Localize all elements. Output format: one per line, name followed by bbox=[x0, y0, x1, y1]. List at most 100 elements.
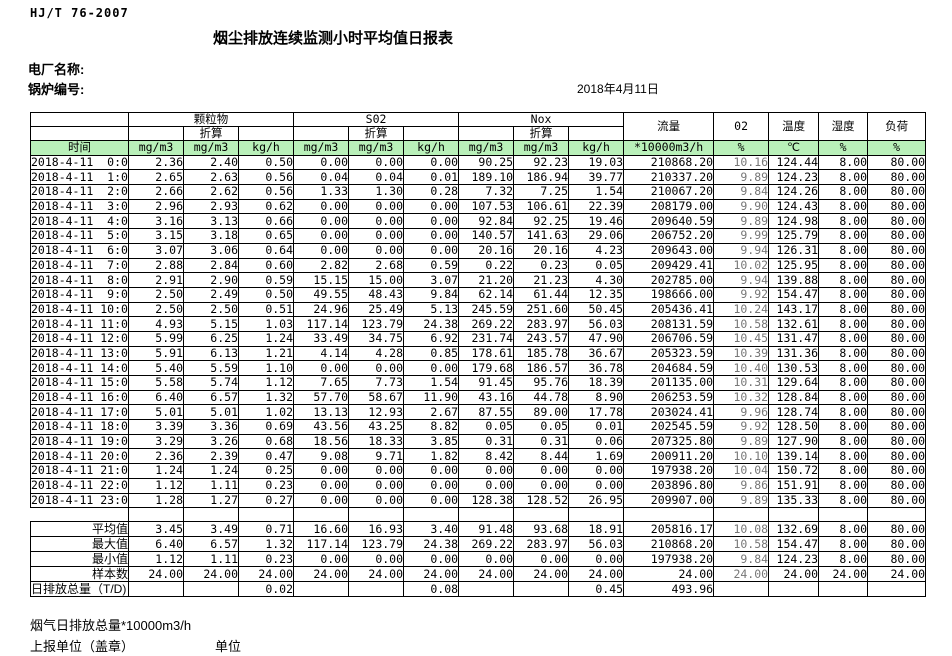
value-cell: 80.00 bbox=[867, 433, 927, 450]
value-cell: 3.15 bbox=[128, 228, 184, 244]
value-cell: 0.68 bbox=[237, 433, 295, 450]
value-cell bbox=[713, 581, 770, 598]
value-cell: 12.35 bbox=[568, 286, 625, 303]
value-cell bbox=[458, 581, 515, 598]
value-cell: 123.79 bbox=[348, 316, 405, 332]
value-cell: 0.27 bbox=[237, 492, 295, 509]
value-cell: 0.00 bbox=[568, 551, 625, 568]
time-col-spacer bbox=[30, 126, 129, 141]
value-cell: 10.10 bbox=[713, 448, 770, 465]
value-cell: 206706.59 bbox=[623, 330, 715, 347]
value-cell: 8.00 bbox=[818, 169, 869, 186]
value-cell: 243.57 bbox=[513, 330, 570, 347]
value-cell: 48.43 bbox=[348, 286, 405, 303]
value-cell: 0.31 bbox=[513, 433, 570, 450]
table-row: 2018-4-11 4:00 3.16 3.13 0.66 0.00 0.00 0.00 92… bbox=[30, 213, 927, 230]
boiler-no-label: 锅炉编号: bbox=[28, 82, 85, 97]
value-cell: 80.00 bbox=[867, 536, 927, 553]
table-row: 2018-4-11 14:00 5.40 5.59 1.10 0.00 0.00 0.00 1… bbox=[30, 360, 927, 376]
value-cell: 2.67 bbox=[403, 404, 460, 421]
spacer-cell bbox=[237, 507, 295, 522]
value-cell: 0.00 bbox=[403, 360, 460, 376]
unit-header: kg/h bbox=[237, 140, 295, 156]
value-cell: 8.00 bbox=[818, 477, 869, 494]
value-cell: 178.61 bbox=[458, 345, 515, 362]
value-cell: 22.39 bbox=[568, 198, 625, 215]
time-cell: 2018-4-11 10:00 bbox=[30, 301, 129, 318]
value-cell: 9.08 bbox=[293, 448, 350, 465]
separator-row bbox=[30, 507, 927, 522]
value-cell: 18.33 bbox=[348, 433, 405, 450]
value-cell: 0.00 bbox=[348, 463, 405, 479]
value-cell: 62.14 bbox=[458, 286, 515, 303]
value-cell: 189.10 bbox=[458, 169, 515, 186]
value-cell: 0.23 bbox=[237, 551, 295, 568]
table-row: 2018-4-11 21:00 1.24 1.24 0.25 0.00 0.00 0.00 0… bbox=[30, 463, 927, 479]
value-cell: 124.98 bbox=[768, 213, 820, 230]
spacer-cell bbox=[623, 507, 715, 522]
time-cell: 2018-4-11 7:00 bbox=[30, 257, 129, 274]
value-cell: 0.85 bbox=[403, 345, 460, 362]
value-cell: 283.97 bbox=[513, 536, 570, 553]
unit-label: 单位 bbox=[215, 639, 242, 654]
value-cell: 0.65 bbox=[237, 228, 295, 244]
spacer-cell bbox=[713, 507, 770, 522]
value-cell: 197938.20 bbox=[623, 551, 715, 568]
summary-label: 样本数 bbox=[30, 566, 129, 583]
time-cell: 2018-4-11 20:00 bbox=[30, 448, 129, 465]
value-cell: 44.78 bbox=[513, 389, 570, 406]
table-row: 2018-4-11 12:00 5.99 6.25 1.24 33.49 34.75 6.9… bbox=[30, 330, 927, 347]
value-cell: 89.00 bbox=[513, 404, 570, 421]
value-cell: 0.50 bbox=[237, 286, 295, 303]
value-cell: 8.42 bbox=[458, 448, 515, 465]
unit-header: % bbox=[713, 140, 770, 156]
spacer-cell bbox=[568, 507, 625, 522]
value-cell bbox=[768, 581, 820, 598]
value-cell: 200911.20 bbox=[623, 448, 715, 465]
value-cell: 8.00 bbox=[818, 463, 869, 479]
value-cell: 1.02 bbox=[237, 404, 295, 421]
value-cell: 231.74 bbox=[458, 330, 515, 347]
value-cell: 0.00 bbox=[293, 154, 350, 171]
time-cell: 2018-4-11 17:00 bbox=[30, 404, 129, 421]
column-header: 温度 bbox=[768, 112, 820, 141]
value-cell: 0.00 bbox=[293, 463, 350, 479]
value-cell: 8.00 bbox=[818, 521, 869, 538]
table-row: 2018-4-11 2:00 2.66 2.62 0.56 1.33 1.30 0.28 7.… bbox=[30, 184, 927, 200]
value-cell: 80.00 bbox=[867, 228, 927, 244]
value-cell bbox=[513, 581, 570, 598]
spacer-cell bbox=[867, 507, 927, 522]
unit-header: mg/m3 bbox=[348, 140, 405, 156]
value-cell: 4.28 bbox=[348, 345, 405, 362]
value-cell: 21.23 bbox=[513, 272, 570, 288]
value-cell: 197938.20 bbox=[623, 463, 715, 479]
value-cell: 80.00 bbox=[867, 272, 927, 288]
value-cell: 204684.59 bbox=[623, 360, 715, 376]
value-cell: 80.00 bbox=[867, 213, 927, 230]
value-cell: 2.88 bbox=[128, 257, 184, 274]
table-row: 2018-4-11 20:00 2.36 2.39 0.47 9.08 9.71 1.82 8… bbox=[30, 448, 927, 465]
value-cell bbox=[348, 581, 405, 598]
value-cell: 0.00 bbox=[348, 360, 405, 376]
value-cell: 80.00 bbox=[867, 419, 927, 435]
value-cell: 0.59 bbox=[403, 257, 460, 274]
value-cell: 15.15 bbox=[293, 272, 350, 288]
value-cell: 124.23 bbox=[768, 551, 820, 568]
value-cell: 2.68 bbox=[348, 257, 405, 274]
value-cell: 91.48 bbox=[458, 521, 515, 538]
value-cell: 3.07 bbox=[403, 272, 460, 288]
value-cell: 90.25 bbox=[458, 154, 515, 171]
value-cell: 1.27 bbox=[183, 492, 239, 509]
value-cell: 0.00 bbox=[293, 360, 350, 376]
value-cell: 24.38 bbox=[403, 316, 460, 332]
value-cell: 5.13 bbox=[403, 301, 460, 318]
table-row: 2018-4-11 0:00 2.36 2.40 0.50 0.00 0.00 0.00 90… bbox=[30, 154, 927, 171]
unit-header: % bbox=[818, 140, 869, 156]
table-row: 2018-4-11 19:00 3.29 3.26 0.68 18.56 18.33 3.8… bbox=[30, 433, 927, 450]
time-cell: 2018-4-11 15:00 bbox=[30, 375, 129, 391]
value-cell: 130.53 bbox=[768, 360, 820, 376]
value-cell: 56.03 bbox=[568, 536, 625, 553]
value-cell: 13.13 bbox=[293, 404, 350, 421]
value-cell: 10.58 bbox=[713, 316, 770, 332]
value-cell: 0.00 bbox=[568, 477, 625, 494]
